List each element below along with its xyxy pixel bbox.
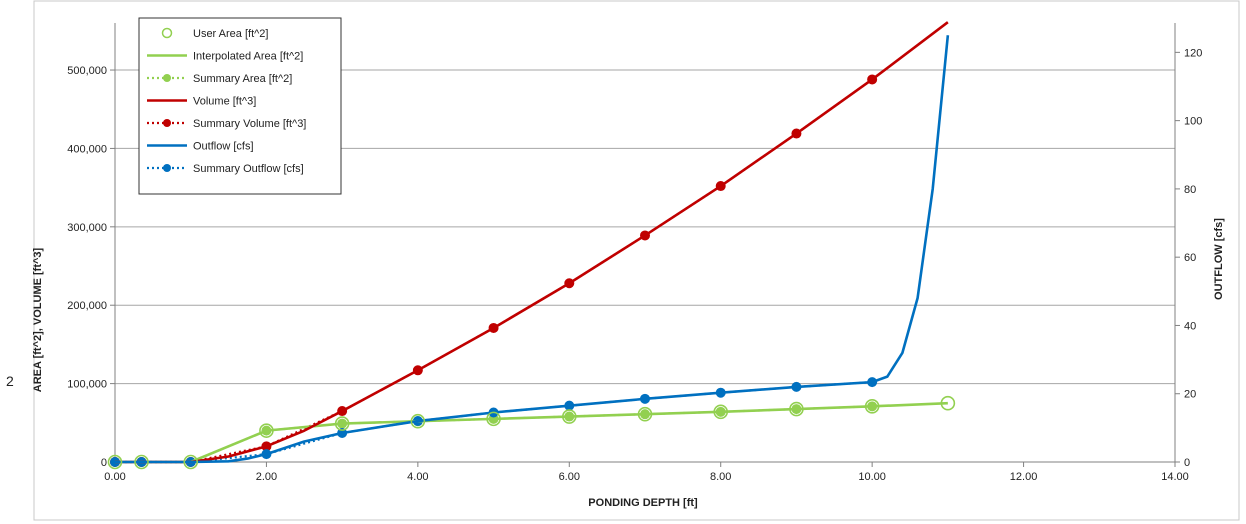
x-axis-title: PONDING DEPTH [ft] [588,497,698,509]
legend-swatch-user-area [161,27,173,39]
legend: User Area [ft^2] Interpolated Area [ft^2]… [138,17,342,195]
x-tick-label: 0.00 [104,471,125,483]
user-area-point [864,399,880,414]
user-area-point [183,454,199,470]
y-right-tick-label: 60 [1184,252,1196,264]
user-area-point [107,454,123,470]
y-left-tick-label: 0 [101,457,107,469]
legend-label: Summary Volume [ft^3] [193,118,306,130]
y-left-tick-label: 100,000 [67,379,107,391]
y-axis-right-title: OUTFLOW [cfs] [1213,218,1225,300]
legend-box [138,17,342,195]
x-tick-label: 6.00 [559,471,580,483]
legend-label: Interpolated Area [ft^2] [193,51,303,63]
x-tick-label: 2.00 [256,471,277,483]
stray-label: 2 [6,373,14,389]
y-right-tick-label: 120 [1184,47,1202,59]
x-tick-label: 8.00 [710,471,731,483]
user-area-point [259,423,274,438]
volume-line [115,21,949,464]
legend-marker-summary-outflow [163,164,171,172]
x-tick-label: 10.00 [858,471,886,483]
plot-series [107,21,956,470]
y-left-tick-label: 300,000 [67,222,107,234]
y-right-tick-label: 20 [1184,389,1196,401]
user-area-point [486,411,501,427]
legend-label: Summary Outflow [cfs] [193,163,304,175]
legend-label: Volume [ft^3] [193,96,256,108]
user-area-point [410,413,426,429]
user-area-point [334,416,350,431]
user-area-point [713,404,729,420]
y-right-tick-label: 0 [1184,457,1190,469]
x-tick-label: 14.00 [1161,471,1189,483]
y-axis-left-title: AREA [ft^2], VOLUME [ft^3] [32,247,44,392]
legend-label: Outflow [cfs] [193,141,254,153]
y-left-tick-label: 500,000 [67,65,107,77]
legend-marker-summary-volume [163,119,171,127]
legend-label: Summary Area [ft^2] [193,73,292,85]
user-area-point [134,454,149,470]
user-area-point [789,401,804,417]
user-area-point [561,409,577,424]
legend-marker-summary-area [163,74,171,82]
outflow-line [115,35,950,464]
tick-labels: 0.00 2.00 4.00 6.00 8.00 10.00 12.00 14.00 0 100,… [67,47,1202,483]
user-area-point [940,395,956,411]
y-right-tick-label: 80 [1184,184,1196,196]
legend-label: User Area [ft^2] [193,28,268,40]
user-area-point [637,406,653,422]
y-left-tick-label: 400,000 [67,143,107,155]
x-tick-label: 12.00 [1010,471,1038,483]
y-right-tick-label: 100 [1184,116,1202,128]
y-right-tick-label: 40 [1184,320,1196,332]
x-tick-label: 4.00 [407,471,428,483]
y-left-tick-label: 200,000 [67,300,107,312]
